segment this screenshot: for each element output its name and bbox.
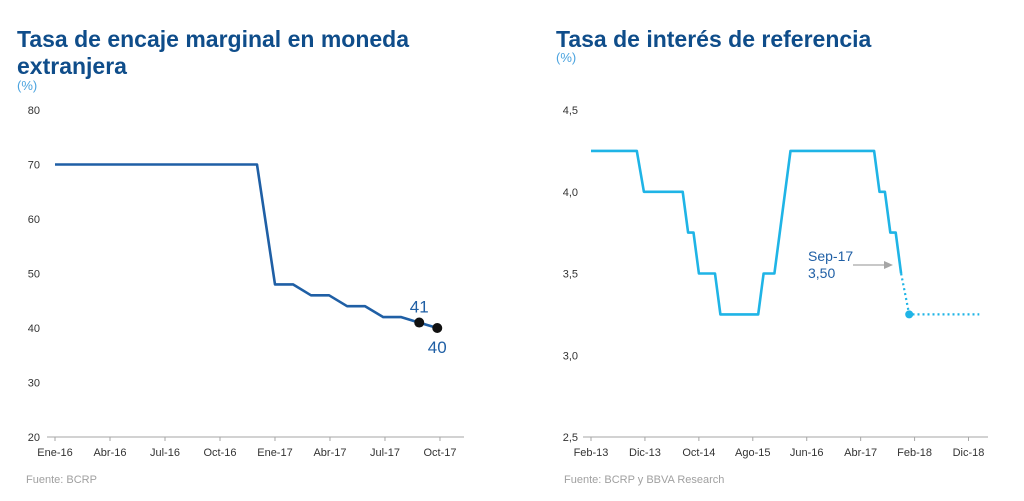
right-x-tick-label: Jun-16 <box>790 447 824 459</box>
left-chart-title: Tasa de encaje marginal en moneda extran… <box>17 26 409 79</box>
left-x-tick-label: Oct-17 <box>423 447 456 459</box>
right-x-tick-label: Dic-18 <box>953 447 985 459</box>
left-data-point-marker <box>414 317 425 328</box>
right-x-tick-label: Ago-15 <box>735 447 770 459</box>
right-data-point-marker <box>905 310 914 319</box>
right-y-tick-label: 4,0 <box>563 187 578 199</box>
right-chart-title: Tasa de interés de referencia <box>556 26 872 52</box>
left-y-tick-label: 80 <box>28 105 40 117</box>
left-chart-unit: (%) <box>17 78 38 93</box>
right-chart-source: Fuente: BCRP y BBVA Research <box>564 474 725 486</box>
left-series-line-0 <box>55 163 438 330</box>
left-y-tick-label: 40 <box>28 323 40 335</box>
left-x-tick-label: Jul-16 <box>150 447 180 459</box>
right-series-line-1 <box>900 273 980 316</box>
right-y-tick-label: 3,0 <box>563 350 578 362</box>
right-annotation-value: 3,50 <box>808 265 835 281</box>
right-y-tick-label: 4,5 <box>563 105 578 117</box>
right-chart-unit: (%) <box>556 50 577 65</box>
right-x-tick-label: Feb-18 <box>897 447 932 459</box>
left-y-tick-label: 70 <box>28 160 40 172</box>
right-y-tick-label: 2,5 <box>563 432 578 444</box>
left-chart-source: Fuente: BCRP <box>26 474 97 486</box>
right-annotation-date: Sep-17 <box>808 248 853 264</box>
left-x-tick-label: Abr-17 <box>313 447 346 459</box>
left-data-label: 41 <box>410 298 429 317</box>
right-x-tick-label: Dic-13 <box>629 447 661 459</box>
left-x-tick-label: Ene-16 <box>37 447 72 459</box>
right-x-tick-label: Abr-17 <box>844 447 877 459</box>
left-data-point-marker <box>432 323 443 333</box>
right-y-tick-label: 3,5 <box>563 269 578 281</box>
left-x-tick-label: Abr-16 <box>93 447 126 459</box>
right-series-line-0 <box>591 149 903 316</box>
left-data-label: 40 <box>428 338 447 357</box>
right-x-tick-label: Feb-13 <box>574 447 609 459</box>
right-x-tick-label: Oct-14 <box>682 447 715 459</box>
left-x-tick-label: Ene-17 <box>257 447 292 459</box>
right-annotation-arrow-head <box>884 261 893 269</box>
left-x-tick-label: Jul-17 <box>370 447 400 459</box>
left-y-tick-label: 50 <box>28 269 40 281</box>
left-y-tick-label: 20 <box>28 432 40 444</box>
left-y-tick-label: 60 <box>28 214 40 226</box>
left-x-tick-label: Oct-16 <box>203 447 236 459</box>
left-y-tick-label: 30 <box>28 378 40 390</box>
